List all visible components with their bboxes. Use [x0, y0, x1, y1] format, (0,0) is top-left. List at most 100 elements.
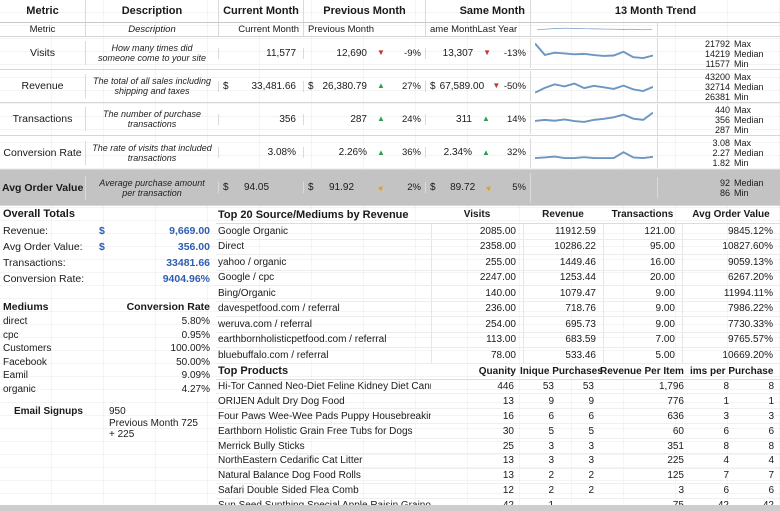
- product-items-per-purchase-2: 6: [768, 425, 774, 437]
- medium-name: direct: [3, 316, 28, 328]
- mediums-rate-header[interactable]: Conversion Rate: [126, 301, 210, 313]
- metric-description-cell[interactable]: The number of purchase transactions: [85, 107, 218, 131]
- same-month-value: 311: [456, 113, 472, 125]
- header-same-month[interactable]: Same Month: [425, 0, 530, 22]
- product-row[interactable]: Four Paws Wee-Wee Pads Puppy Housebreaki…: [216, 409, 780, 425]
- overall-total-row[interactable]: Conversion Rate: 9404.96%: [0, 271, 216, 287]
- header-metric[interactable]: Metric: [26, 5, 59, 17]
- overall-total-row[interactable]: Revenue: $ 9,669.00: [0, 223, 216, 239]
- metric-description-cell[interactable]: How many times did someone come to your …: [85, 41, 218, 65]
- product-quantity: 446: [497, 380, 514, 392]
- source-row[interactable]: weruva.com / referral 254.00 695.73 9.00…: [216, 317, 780, 333]
- header-previous-month[interactable]: Previous Month: [303, 0, 425, 22]
- col-header-revenue[interactable]: Revenue: [542, 209, 584, 220]
- previous-month-cell[interactable]: $ 26,380.79 27%: [303, 80, 425, 92]
- subheader-previous-month[interactable]: Previous Month: [303, 23, 425, 36]
- subheader-sparkline-cell[interactable]: [530, 23, 657, 36]
- trend-stats-cell[interactable]: 43200 Max 32714 Median 26381 Min: [657, 70, 780, 102]
- product-row[interactable]: ORIJEN Adult Dry Dog Food 13 9 9 776 1 1: [216, 394, 780, 410]
- email-signups-values[interactable]: 950 Previous Month 725 + 225: [109, 406, 198, 441]
- same-month-cell[interactable]: 2.34% 32%: [425, 147, 530, 158]
- previous-month-cell[interactable]: 287 24%: [303, 113, 425, 125]
- metric-name-cell[interactable]: Conversion Rate: [3, 146, 82, 159]
- sparkline-cell[interactable]: [530, 137, 657, 168]
- stat-label: Min: [734, 188, 749, 198]
- sparkline-cell[interactable]: [530, 104, 657, 134]
- subheader-metric[interactable]: Metric: [29, 24, 56, 35]
- col-header-transactions[interactable]: Transactions: [611, 209, 674, 220]
- same-month-cell[interactable]: $ 89.72 5%: [425, 182, 530, 193]
- metric-name-cell[interactable]: Visits: [30, 47, 55, 59]
- email-signups-label[interactable]: Email Signups: [14, 406, 83, 417]
- current-month-cell[interactable]: 11,577: [218, 47, 303, 59]
- metric-description-cell[interactable]: The total of all sales including shippin…: [85, 74, 218, 98]
- subheader-current-month[interactable]: Current Month: [218, 23, 303, 36]
- sparkline-cell[interactable]: [530, 172, 657, 203]
- header-13-month-trend[interactable]: 13 Month Trend: [530, 0, 780, 22]
- overall-totals-title[interactable]: Overall Totals: [3, 208, 75, 220]
- source-row[interactable]: davespetfood.com / referral 236.00 718.7…: [216, 301, 780, 317]
- subheader-same-month[interactable]: ame MonthLast Year: [425, 23, 530, 36]
- product-row[interactable]: Merrick Bully Sticks 25 3 3 351 8 8: [216, 439, 780, 454]
- same-month-cell[interactable]: 311 14%: [425, 113, 530, 125]
- trend-stats-cell[interactable]: 3.08 Max 2.27 Median 1.82 Min: [657, 137, 780, 168]
- header-current-month[interactable]: Current Month: [218, 0, 303, 22]
- col-header-items-per-purchase[interactable]: ims per Purchase: [690, 365, 774, 377]
- col-header-revenue-per-item[interactable]: Revenue Per Item: [600, 365, 684, 377]
- subheader-description[interactable]: Description: [85, 23, 218, 36]
- col-header-quantity[interactable]: Quanity: [478, 365, 516, 377]
- trend-stats-cell[interactable]: 21792 Max 14219 Median 11577 Min: [657, 37, 780, 69]
- metric-name-cell[interactable]: Avg Order Value: [2, 181, 84, 194]
- product-row[interactable]: Safari Double Sided Flea Comb 12 2 2 3 6…: [216, 484, 780, 499]
- product-row[interactable]: Hi-Tor Canned Neo-Diet Feline Kidney Die…: [216, 380, 780, 395]
- sparkline-cell[interactable]: [530, 38, 657, 68]
- mediums-title[interactable]: Mediums: [3, 301, 49, 313]
- source-row[interactable]: earthbornholisticpetfood.com / referral …: [216, 332, 780, 348]
- metric-name-cell[interactable]: Transactions: [12, 113, 73, 125]
- metric-description-cell[interactable]: The rate of visits that included transac…: [85, 140, 218, 165]
- medium-row[interactable]: direct 5.80%: [0, 315, 216, 329]
- medium-name: Eamil: [3, 370, 29, 382]
- source-row[interactable]: yahoo / organic 255.00 1449.46 16.00 905…: [216, 255, 780, 271]
- col-header-visits[interactable]: Visits: [463, 209, 491, 220]
- overall-total-row[interactable]: Avg Order Value: $ 356.00: [0, 239, 216, 255]
- source-row[interactable]: Bing/Organic 140.00 1079.47 9.00 11994.1…: [216, 286, 780, 302]
- product-items-per-purchase-1: 3: [723, 410, 729, 422]
- medium-row[interactable]: Facebook 50.00%: [0, 356, 216, 370]
- source-row[interactable]: Direct 2358.00 10286.22 95.00 10827.60%: [216, 239, 780, 255]
- header-description[interactable]: Description: [85, 0, 218, 22]
- trend-stats-cell[interactable]: 92 Median 86 Min: [657, 177, 780, 198]
- current-month-cell[interactable]: $ 94.05: [218, 182, 303, 193]
- product-row[interactable]: Natural Balance Dog Food Rolls 13 2 2 12…: [216, 469, 780, 484]
- sparkline-cell[interactable]: [530, 71, 657, 101]
- same-month-cell[interactable]: $ 67,589.00 -50%: [425, 80, 530, 92]
- col-header-aov[interactable]: Avg Order Value: [692, 209, 770, 220]
- medium-row[interactable]: organic 4.27%: [0, 383, 216, 397]
- medium-row[interactable]: Eamil 9.09%: [0, 369, 216, 383]
- product-row[interactable]: Earthborn Holistic Grain Free Tubs for D…: [216, 424, 780, 440]
- metric-name-cell[interactable]: Revenue: [21, 80, 64, 92]
- stat-label: Min: [734, 124, 749, 135]
- current-month-cell[interactable]: 3.08%: [218, 147, 303, 158]
- trend-arrow-icon: [479, 149, 493, 157]
- medium-row[interactable]: cpc 0.95%: [0, 329, 216, 343]
- source-row[interactable]: bluebuffalo.com / referral 78.00 533.46 …: [216, 348, 780, 364]
- source-row[interactable]: Google / cpc 2247.00 1253.44 20.00 6267.…: [216, 270, 780, 286]
- medium-row[interactable]: Customers 100.00%: [0, 342, 216, 356]
- previous-month-cell[interactable]: 2.26% 36%: [303, 147, 425, 158]
- product-unique-purchases-2: 2: [588, 470, 594, 482]
- previous-month-cell[interactable]: $ 91.92 2%: [303, 182, 425, 193]
- current-month-cell[interactable]: $ 33,481.66: [218, 80, 303, 92]
- product-items-per-purchase-1: 8: [723, 380, 729, 392]
- col-header-unique-purchases[interactable]: Inique Purchases: [520, 365, 603, 377]
- top-products-title[interactable]: Top Products: [218, 365, 289, 377]
- overall-total-row[interactable]: Transactions: 33481.66: [0, 255, 216, 271]
- trend-stats-cell[interactable]: 440 Max 356 Median 287 Min: [657, 103, 780, 135]
- top-sources-title[interactable]: Top 20 Source/Mediums by Revenue: [218, 208, 409, 221]
- product-row[interactable]: NorthEastern Cedarific Cat Litter 13 3 3…: [216, 454, 780, 469]
- metric-description-cell[interactable]: Average purchase amount per transaction: [85, 175, 218, 200]
- current-month-cell[interactable]: 356: [218, 113, 303, 125]
- same-month-cell[interactable]: 13,307 -13%: [425, 47, 530, 59]
- source-row[interactable]: Google Organic 2085.00 11912.59 121.00 9…: [216, 224, 780, 240]
- previous-month-cell[interactable]: 12,690 -9%: [303, 47, 425, 59]
